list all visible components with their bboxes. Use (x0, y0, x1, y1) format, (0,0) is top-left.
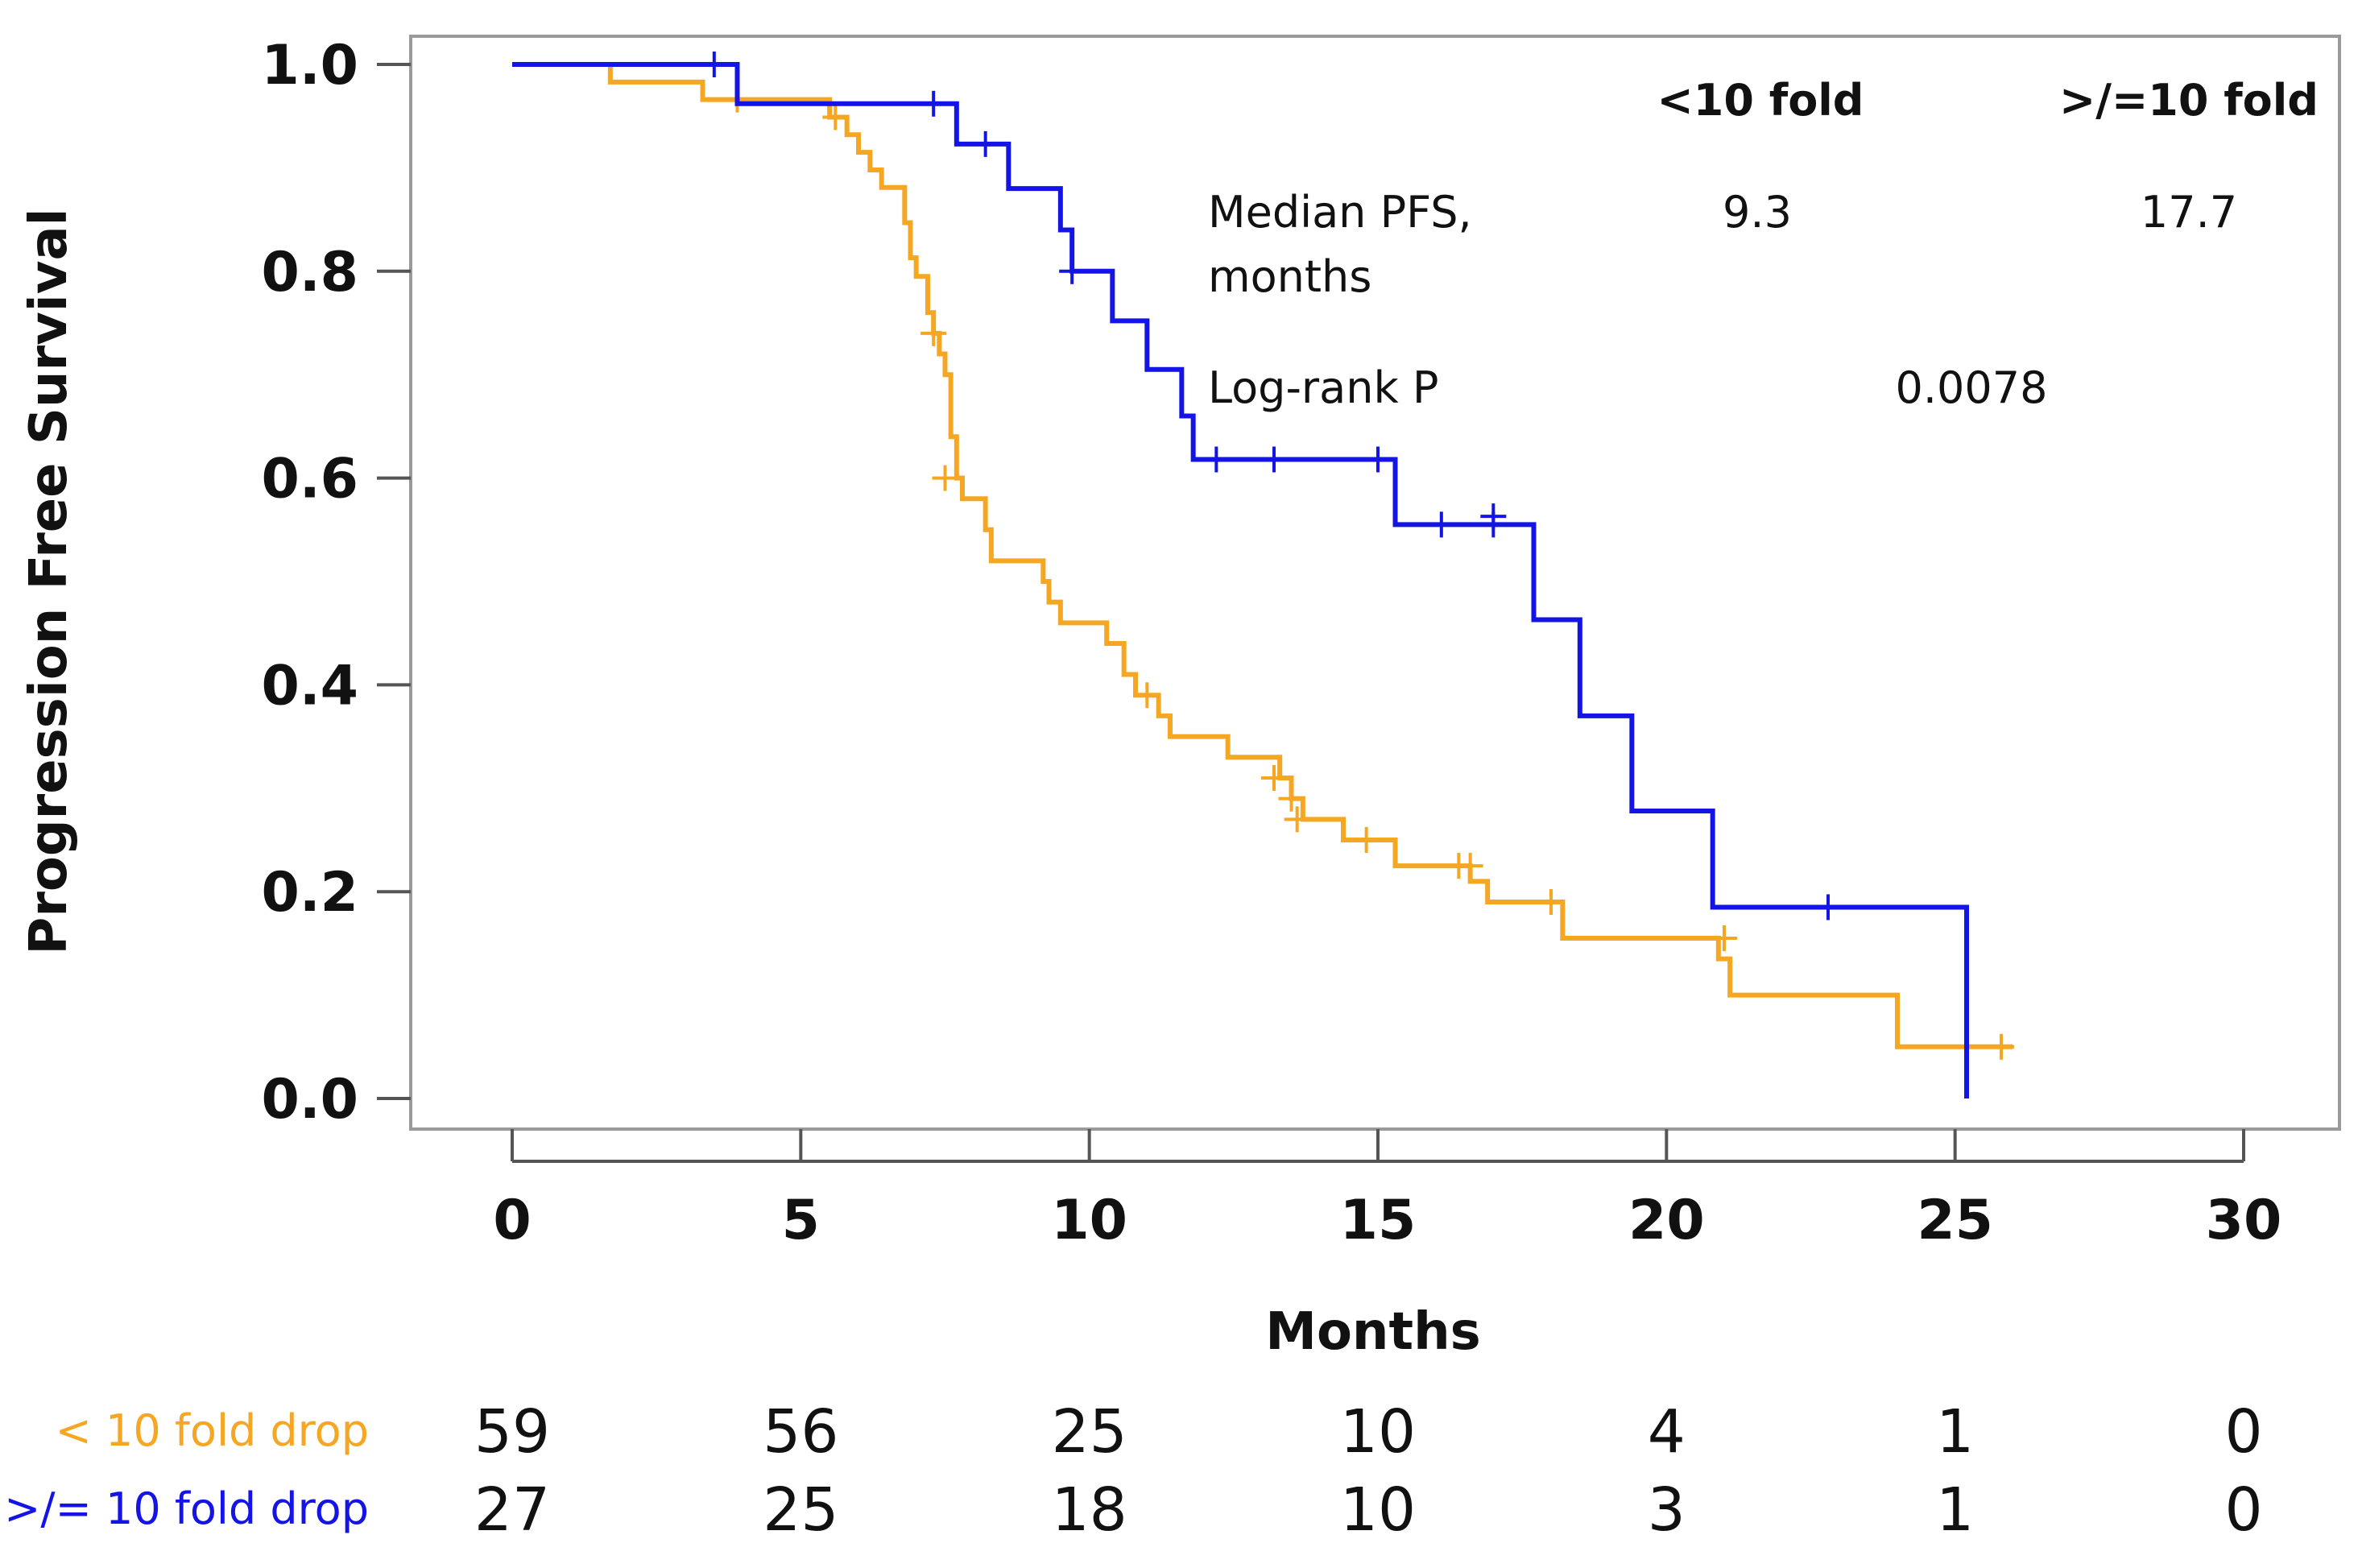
annotation-col-lt10: <10 fold (1657, 75, 1864, 126)
y-axis-title: Progression Free Survival (19, 208, 79, 954)
annotation-col-ge10: >/=10 fold (2059, 75, 2319, 126)
risk-count: 4 (1648, 1397, 1686, 1467)
censor-mark (1365, 446, 1391, 473)
x-axis: 0 5 10 15 20 25 30 (493, 1129, 2281, 1252)
x-tick-label: 5 (782, 1189, 820, 1252)
risk-count: 1 (1936, 1397, 1974, 1467)
censor-mark (920, 90, 947, 117)
risk-count: 56 (763, 1397, 838, 1467)
series-layer (512, 52, 2014, 1098)
x-tick-label: 25 (1917, 1189, 1993, 1252)
risk-count: 10 (1340, 1475, 1416, 1545)
y-tick-label: 0.6 (262, 448, 358, 511)
risk-table: < 10 fold drop 59 56 25 10 4 1 0>/= 10 fold dro… (4, 1397, 2262, 1545)
censor-mark (1988, 1033, 2014, 1060)
risk-count: 25 (1052, 1397, 1127, 1467)
censor-mark (972, 130, 999, 157)
risk-count: 0 (2224, 1475, 2262, 1545)
x-axis-title: Months (1265, 1302, 1480, 1362)
x-tick-label: 10 (1051, 1189, 1127, 1252)
censor-mark (1815, 894, 1841, 921)
y-tick-label: 0.8 (262, 241, 358, 304)
censor-mark (1428, 511, 1454, 538)
censor-mark (1538, 889, 1564, 916)
plot-frame (409, 35, 2341, 1131)
y-tick-label: 0.4 (262, 654, 358, 718)
series-line-lt10 (512, 62, 2013, 1049)
censor-mark (1261, 446, 1287, 473)
risk-count: 25 (763, 1475, 838, 1545)
risk-count: 0 (2224, 1397, 2262, 1467)
risk-row-label: < 10 fold drop (56, 1405, 369, 1456)
annotation-table: <10 fold >/=10 fold Median PFS, months 9… (1208, 75, 2319, 413)
censor-mark (932, 465, 958, 491)
x-tick-label: 20 (1628, 1189, 1705, 1252)
censor-mark (1059, 258, 1086, 284)
x-tick-label: 30 (2206, 1189, 2282, 1252)
risk-count: 1 (1936, 1475, 1974, 1545)
annotation-logrank-value: 0.0078 (1896, 362, 2048, 413)
y-tick-label: 0.2 (262, 861, 358, 925)
censor-mark (1134, 682, 1160, 709)
risk-count: 27 (474, 1475, 550, 1545)
x-tick-label: 15 (1340, 1189, 1417, 1252)
censor-mark (1711, 925, 1737, 951)
annotation-median-lt10: 9.3 (1723, 187, 1792, 238)
y-axis: 0.0 0.2 0.4 0.6 0.8 1.0 (262, 34, 411, 1132)
annotation-median-label-1: Median PFS, (1208, 187, 1472, 238)
risk-count: 10 (1340, 1397, 1416, 1467)
censor-mark (1261, 764, 1287, 791)
x-tick-label: 0 (493, 1189, 531, 1252)
censor-mark (1278, 785, 1305, 812)
y-tick-label: 0.0 (262, 1068, 358, 1132)
annotation-median-label-2: months (1208, 251, 1371, 302)
censor-mark (1353, 827, 1380, 853)
risk-row-label: >/= 10 fold drop (4, 1483, 369, 1534)
censor-mark (1457, 853, 1483, 879)
y-tick-label: 1.0 (262, 34, 358, 97)
annotation-median-ge10: 17.7 (2141, 187, 2237, 238)
risk-count: 59 (474, 1397, 550, 1467)
censor-mark (1480, 503, 1507, 530)
censor-mark (1284, 806, 1310, 833)
risk-count: 18 (1052, 1475, 1127, 1545)
censor-mark (701, 52, 727, 77)
series-line-ge10 (512, 62, 1969, 1098)
censor-mark (1203, 446, 1230, 473)
censor-mark (822, 104, 849, 130)
censor-mark (920, 320, 947, 346)
risk-count: 3 (1648, 1475, 1686, 1545)
annotation-logrank-label: Log-rank P (1208, 362, 1438, 413)
